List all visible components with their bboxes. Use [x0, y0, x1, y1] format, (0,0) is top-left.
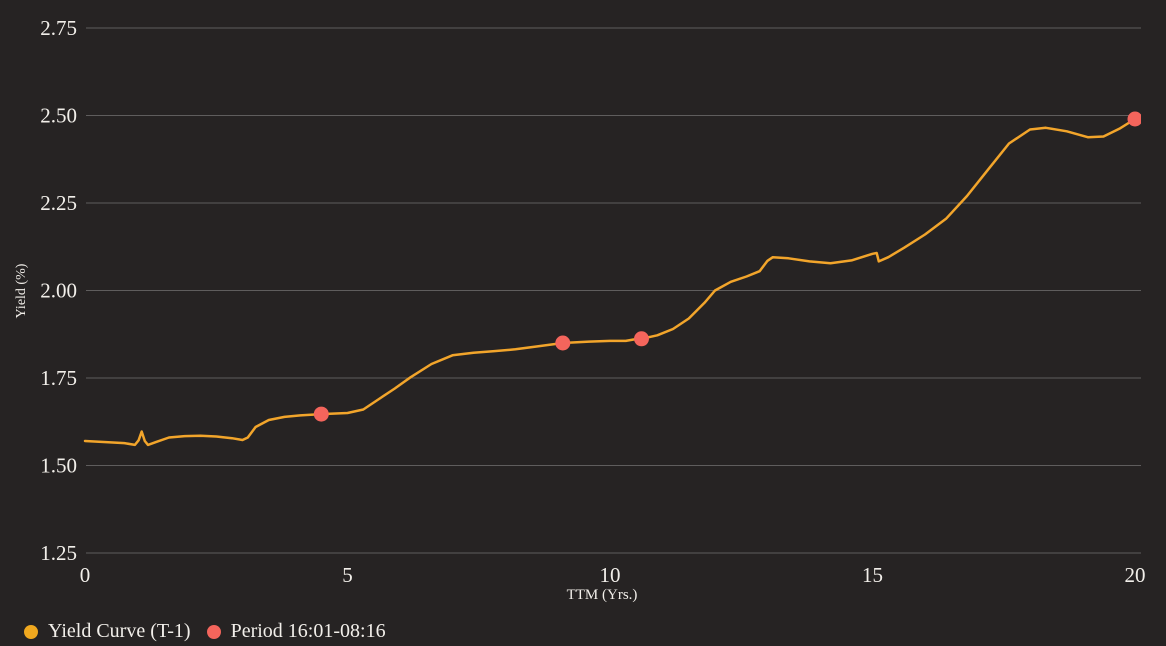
y-axis-label: Yield (%): [14, 263, 29, 318]
x-tick-label: 0: [80, 563, 91, 587]
y-tick-label: 2.75: [40, 16, 77, 40]
legend-item-yield-curve[interactable]: Yield Curve (T-1): [24, 620, 191, 643]
x-tick-label: 10: [600, 563, 621, 587]
legend-swatch-period-icon: [206, 624, 221, 639]
y-tick-label: 1.25: [40, 541, 77, 565]
y-tick-label: 1.50: [40, 454, 77, 478]
y-tick-label: 2.25: [40, 191, 77, 215]
period-marker-point[interactable]: [1127, 111, 1143, 127]
period-marker-point[interactable]: [634, 331, 649, 347]
yield-curve-line: [83, 117, 1137, 447]
y-tick-label: 2.50: [40, 104, 77, 128]
legend-swatch-yield-curve-icon: [24, 624, 38, 639]
legend-label-period: Period 16:01-08:16: [230, 620, 386, 642]
y-tick-label: 2.00: [40, 279, 77, 303]
chart-legend: Yield Curve (T-1) Period 16:01-08:16: [24, 620, 386, 643]
x-tick-label: 20: [1125, 563, 1146, 587]
x-tick-label: 15: [862, 563, 883, 587]
legend-label-yield-curve: Yield Curve (T-1): [48, 620, 191, 642]
x-tick-label: 5: [342, 563, 353, 587]
y-tick-label: 1.75: [40, 366, 77, 390]
x-axis-label: TTM (Yrs.): [567, 587, 638, 603]
period-marker-point[interactable]: [313, 406, 329, 422]
legend-item-period[interactable]: Period 16:01-08:16: [206, 620, 386, 643]
period-marker-point[interactable]: [555, 335, 571, 351]
